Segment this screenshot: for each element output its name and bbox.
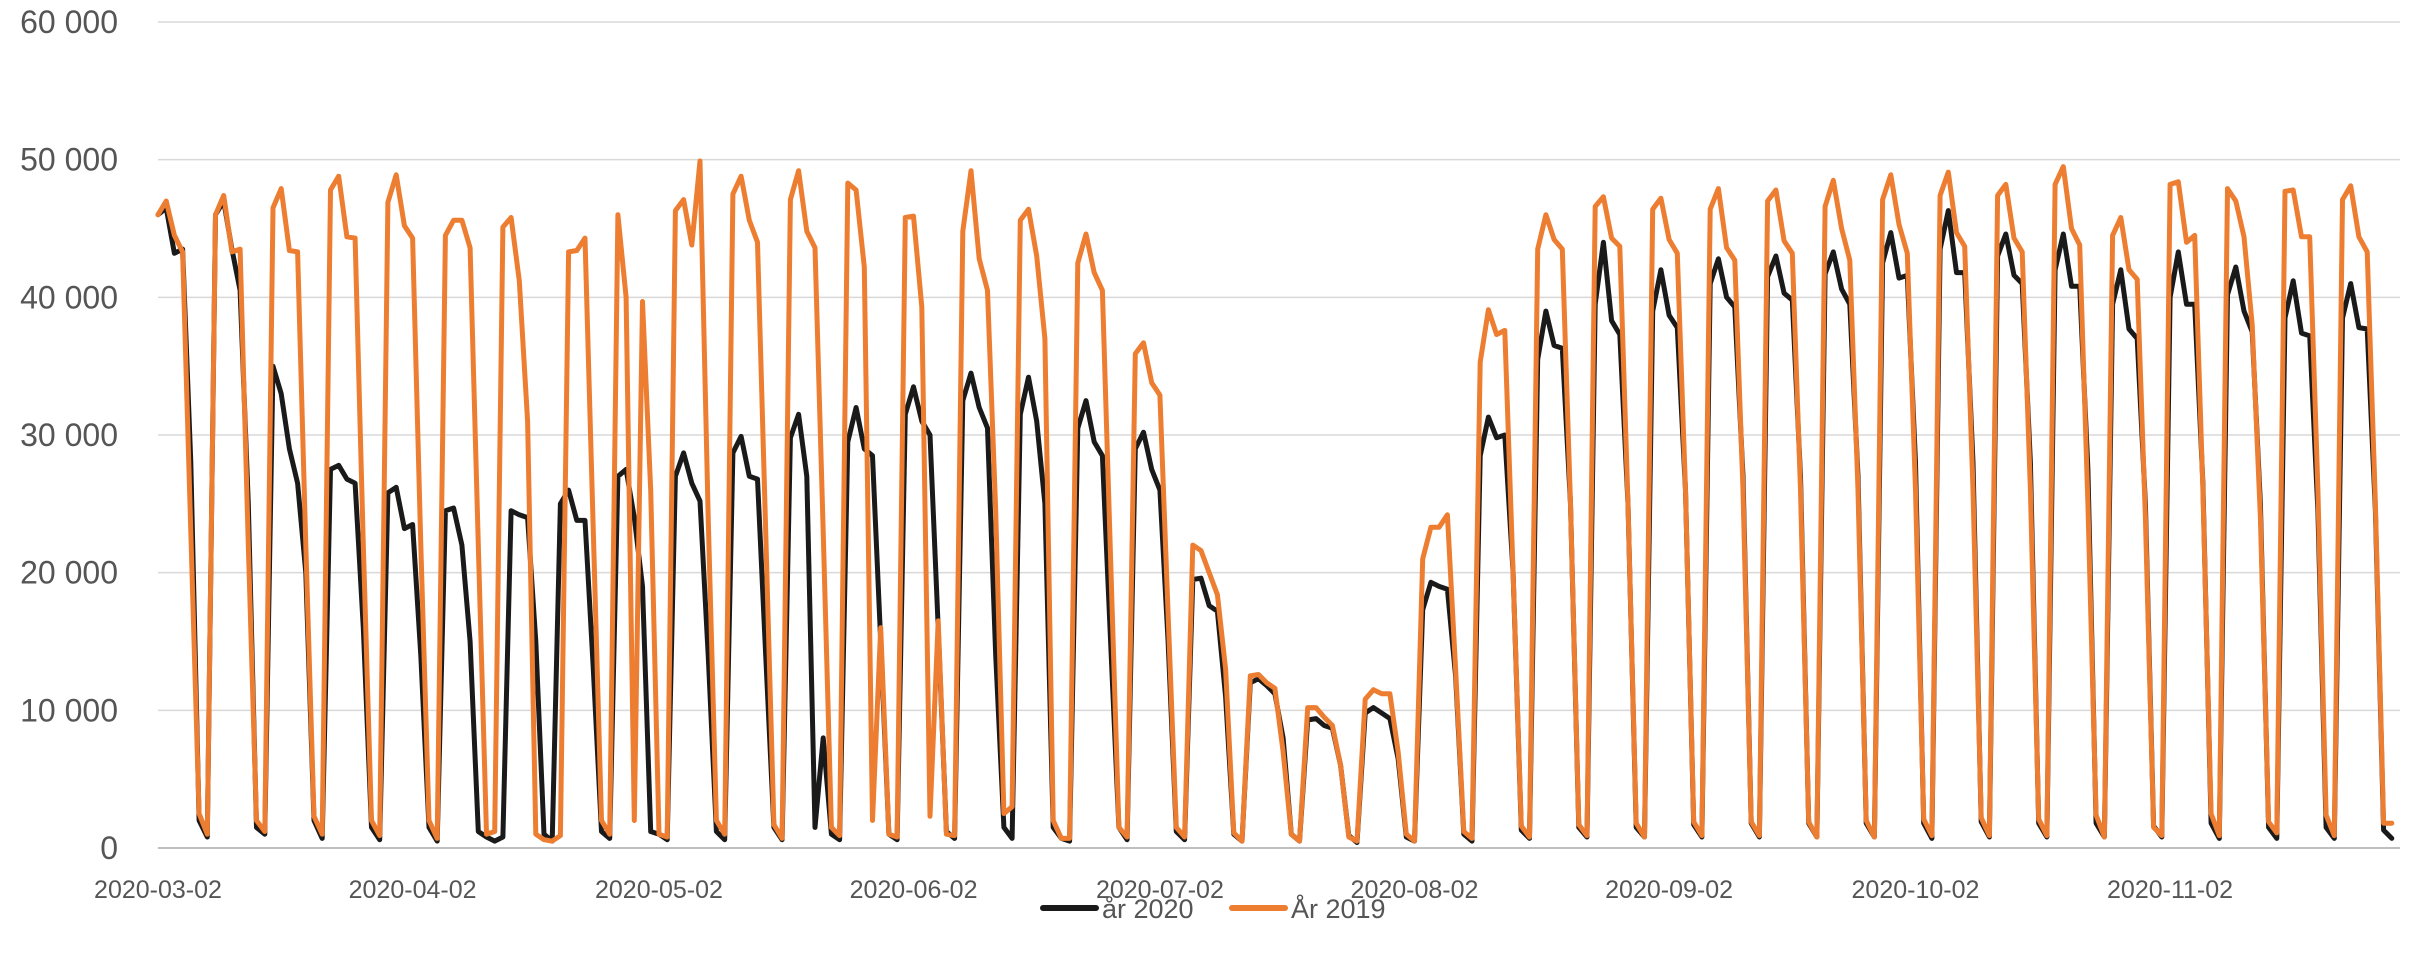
y-tick-label: 40 000 [20,279,118,315]
x-tick-label: 2020-06-02 [850,876,978,904]
y-tick-label: 20 000 [20,555,118,591]
x-tick-label: 2020-05-02 [595,876,723,904]
x-tick-label: 2020-09-02 [1605,876,1733,904]
y-axis-tick-labels: 0 10 000 20 000 30 000 40 000 50 000 60 000 [20,4,118,866]
x-tick-label: 2020-08-02 [1351,876,1479,904]
x-axis-tick-labels: 2020-03-02 2020-04-02 2020-05-02 2020-06-02… [94,876,2233,904]
legend-label-ar-2020: år 2020 [1102,894,1194,924]
x-tick-label: 2020-10-02 [1852,876,1980,904]
x-tick-label: 2020-04-02 [349,876,477,904]
y-tick-label: 30 000 [20,417,118,453]
legend: år 2020 År 2019 [1040,893,1386,924]
y-tick-label: 60 000 [20,4,118,40]
y-tick-label: 50 000 [20,142,118,178]
series-line-ar-2019 [155,158,2395,844]
series-lines [155,158,2395,845]
y-tick-label: 10 000 [20,692,118,728]
x-tick-label: 2020-03-02 [94,876,222,904]
legend-label-ar-2019: År 2019 [1291,893,1386,924]
x-tick-label: 2020-07-02 [1096,876,1224,904]
y-tick-label: 0 [100,830,118,866]
x-tick-label: 2020-11-02 [2107,876,2233,904]
